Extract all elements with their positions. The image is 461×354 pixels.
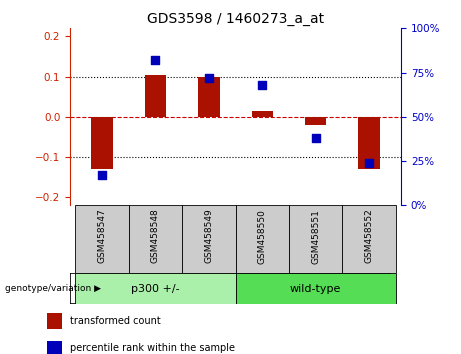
Text: GSM458548: GSM458548: [151, 209, 160, 263]
Text: genotype/variation ▶: genotype/variation ▶: [5, 284, 100, 293]
Bar: [343, 205, 396, 273]
Text: GSM458549: GSM458549: [204, 209, 213, 263]
Text: GSM458550: GSM458550: [258, 209, 267, 264]
Text: GSM458547: GSM458547: [98, 209, 106, 263]
Bar: [91, 117, 113, 169]
Text: transformed count: transformed count: [70, 316, 160, 326]
Text: wild-type: wild-type: [290, 284, 341, 293]
Point: [98, 172, 106, 178]
Bar: [305, 117, 326, 125]
Bar: [76, 273, 236, 304]
Text: GSM458552: GSM458552: [365, 209, 373, 263]
Bar: [289, 205, 343, 273]
Bar: [198, 76, 219, 117]
Point: [366, 160, 373, 166]
Bar: [145, 75, 166, 117]
Point: [312, 135, 319, 141]
Bar: [47, 341, 62, 354]
Bar: [129, 205, 182, 273]
Bar: [236, 273, 396, 304]
Point: [205, 75, 213, 81]
Text: p300 +/-: p300 +/-: [131, 284, 180, 293]
Text: GSM458551: GSM458551: [311, 209, 320, 264]
Bar: [47, 314, 62, 329]
Bar: [236, 205, 289, 273]
Point: [152, 57, 159, 63]
Point: [259, 82, 266, 88]
Bar: [76, 205, 129, 273]
Title: GDS3598 / 1460273_a_at: GDS3598 / 1460273_a_at: [147, 12, 324, 26]
Bar: [252, 111, 273, 117]
Bar: [182, 205, 236, 273]
Bar: [358, 117, 380, 169]
Text: percentile rank within the sample: percentile rank within the sample: [70, 343, 235, 353]
